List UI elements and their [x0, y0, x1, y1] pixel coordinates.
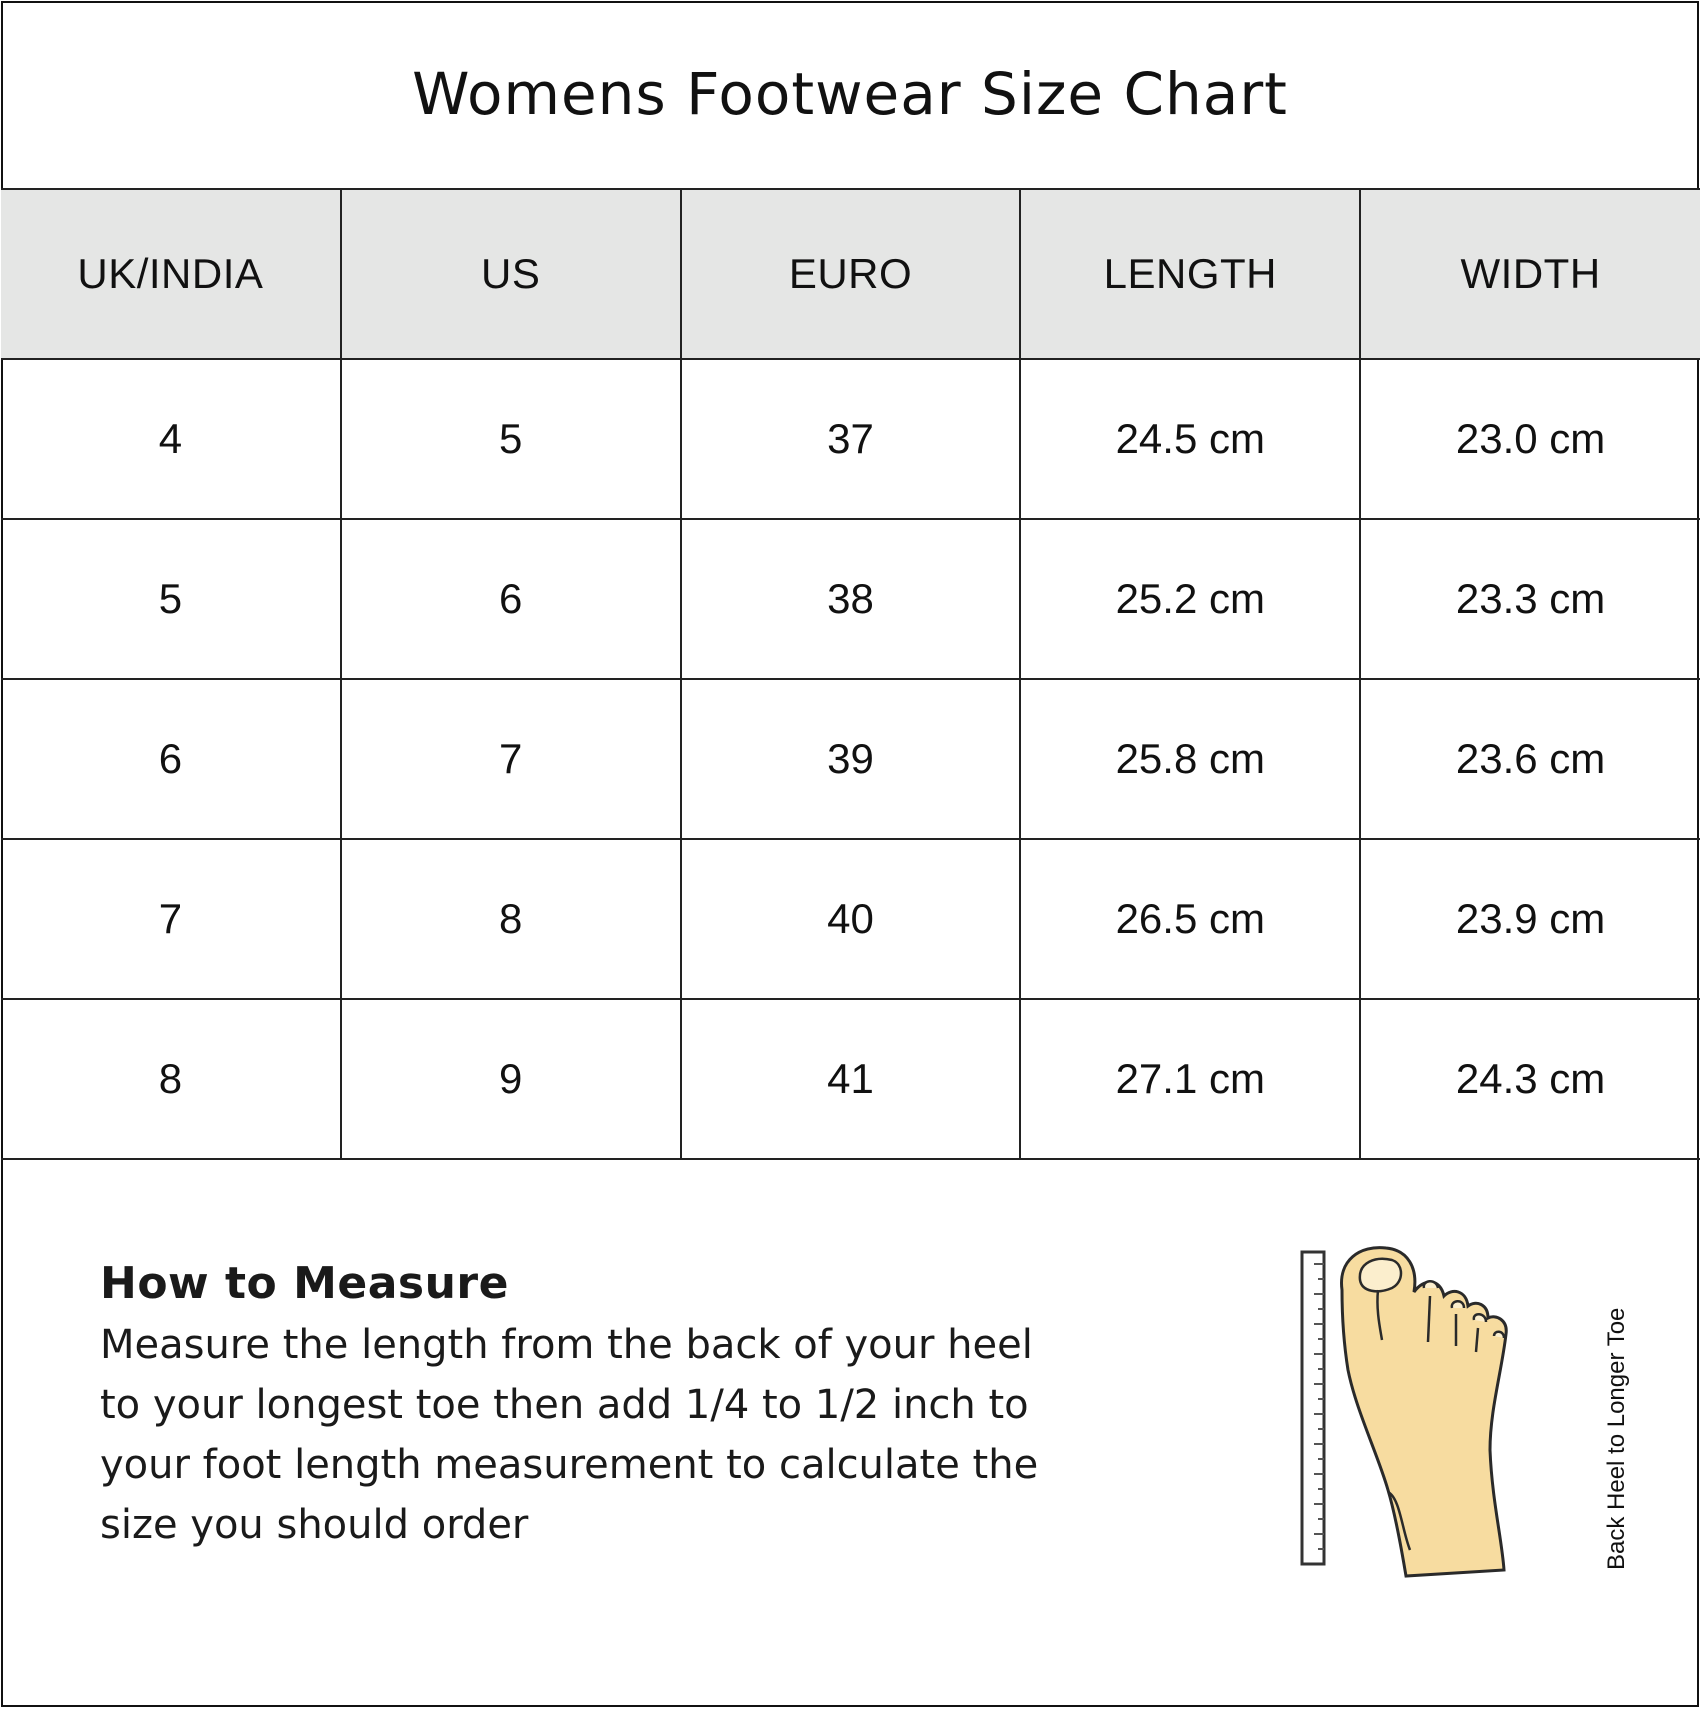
size-table: UK/INDIA US EURO LENGTH WIDTH 4 5 37 24.…: [1, 188, 1700, 1160]
measure-instructions: Measure the length from the back of your…: [100, 1315, 1120, 1555]
table-row: 8 9 41 27.1 cm 24.3 cm: [1, 998, 1700, 1160]
cell-uk-india: 6: [1, 678, 342, 840]
how-to-measure-heading: How to Measure: [100, 1258, 509, 1309]
cell-length: 26.5 cm: [1019, 838, 1362, 1000]
cell-uk-india: 7: [1, 838, 342, 1000]
cell-us: 6: [339, 518, 682, 680]
column-header-uk-india: UK/INDIA: [1, 188, 342, 360]
cell-width: 23.9 cm: [1359, 838, 1700, 1000]
table-row: 5 6 38 25.2 cm 23.3 cm: [1, 518, 1700, 680]
column-header-length: LENGTH: [1019, 188, 1362, 360]
column-header-us: US: [339, 188, 682, 360]
table-row: 6 7 39 25.8 cm 23.6 cm: [1, 678, 1700, 840]
foot-with-ruler-icon: Back Heel to Longer Toe: [1300, 1246, 1630, 1578]
cell-length: 25.8 cm: [1019, 678, 1362, 840]
cell-euro: 39: [679, 678, 1022, 840]
cell-euro: 38: [679, 518, 1022, 680]
column-header-width: WIDTH: [1359, 188, 1700, 360]
cell-length: 27.1 cm: [1019, 998, 1362, 1160]
foot-illustration: Back Heel to Longer Toe: [1290, 1240, 1630, 1620]
cell-length: 24.5 cm: [1019, 358, 1362, 520]
cell-length: 25.2 cm: [1019, 518, 1362, 680]
measure-instruction-line: Measure the length from the back of your…: [100, 1322, 1033, 1368]
how-to-measure-section: How to Measure Measure the length from t…: [100, 1258, 1120, 1555]
cell-width: 23.6 cm: [1359, 678, 1700, 840]
cell-euro: 41: [679, 998, 1022, 1160]
cell-width: 23.3 cm: [1359, 518, 1700, 680]
table-header-row: UK/INDIA US EURO LENGTH WIDTH: [1, 188, 1700, 360]
cell-uk-india: 5: [1, 518, 342, 680]
measure-instruction-line: to your longest toe then add 1/4 to 1/2 …: [100, 1382, 1029, 1428]
cell-us: 8: [339, 838, 682, 1000]
cell-euro: 40: [679, 838, 1022, 1000]
cell-uk-india: 8: [1, 998, 342, 1160]
measure-instruction-line: size you should order: [100, 1502, 529, 1548]
cell-width: 24.3 cm: [1359, 998, 1700, 1160]
cell-width: 23.0 cm: [1359, 358, 1700, 520]
table-row: 7 8 40 26.5 cm 23.9 cm: [1, 838, 1700, 1000]
ruler-icon: [1300, 1250, 1326, 1566]
cell-uk-india: 4: [1, 358, 342, 520]
page-title: Womens Footwear Size Chart: [412, 60, 1288, 128]
column-header-euro: EURO: [679, 188, 1022, 360]
measure-instruction-line: your foot length measurement to calculat…: [100, 1442, 1039, 1488]
cell-us: 7: [339, 678, 682, 840]
illustration-caption: Back Heel to Longer Toe: [1603, 1308, 1630, 1570]
cell-us: 9: [339, 998, 682, 1160]
foot-icon: [1340, 1246, 1508, 1578]
cell-us: 5: [339, 358, 682, 520]
table-row: 4 5 37 24.5 cm 23.0 cm: [1, 358, 1700, 520]
cell-euro: 37: [679, 358, 1022, 520]
